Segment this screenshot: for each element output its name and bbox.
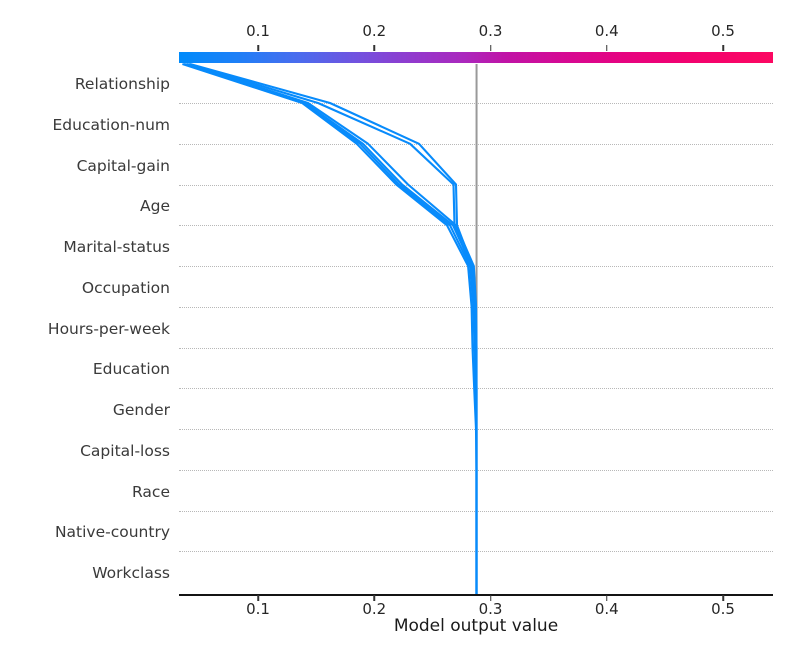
feature-label: Capital-loss [80,441,170,460]
colorbar-tick-label: 0.4 [594,22,619,40]
x-axis-tick-label: 0.3 [478,600,503,618]
feature-label: Race [132,482,170,501]
x-axis-title: Model output value [393,616,559,636]
feature-label: Marital-status [63,238,170,256]
x-axis-tick-label: 0.4 [594,600,619,618]
x-axis-tick [257,595,259,601]
decision-path [189,62,478,594]
colorbar-tick [606,45,608,51]
decision-path [188,62,478,594]
plot-area [179,62,773,594]
x-axis-tick-label: 0.5 [711,600,735,618]
feature-label: Education-num [52,115,170,134]
colorbar-gradient [179,52,773,63]
feature-label: Gender [112,401,170,419]
decision-paths-svg [182,62,478,594]
x-axis-line [179,594,773,596]
x-axis-tick [489,595,492,601]
feature-label: Occupation [81,278,170,297]
x-axis-tick-label: 0.2 [362,600,387,618]
colorbar-tick-label: 0.1 [246,22,270,40]
feature-label: Workclass [92,564,170,582]
x-axis-tick [373,595,375,601]
x-axis-tick [722,595,724,601]
decision-path [186,63,478,594]
feature-axis: Relationship Education-num Capital-gain Age… [0,0,170,670]
decision-path [184,63,478,594]
x-axis-tick [606,595,608,601]
colorbar-tick-label: 0.5 [711,22,735,40]
colorbar-tick-label: 0.3 [478,22,503,40]
colorbar-tick [373,45,375,51]
decision-path [183,63,478,594]
x-axis-tick-label: 0.1 [246,600,270,618]
colorbar-tick [489,45,492,51]
feature-label: Education [92,360,170,379]
feature-label: Native-country [54,523,170,542]
feature-label: Capital-gain [76,156,170,175]
feature-label: Age [140,197,170,216]
feature-label: Hours-per-week [47,319,170,338]
colorbar-tick-label: 0.2 [362,22,387,40]
colorbar-tick [257,45,259,51]
colorbar-tick [722,45,724,51]
feature-label: Relationship [74,75,170,93]
decision-path [182,63,478,594]
